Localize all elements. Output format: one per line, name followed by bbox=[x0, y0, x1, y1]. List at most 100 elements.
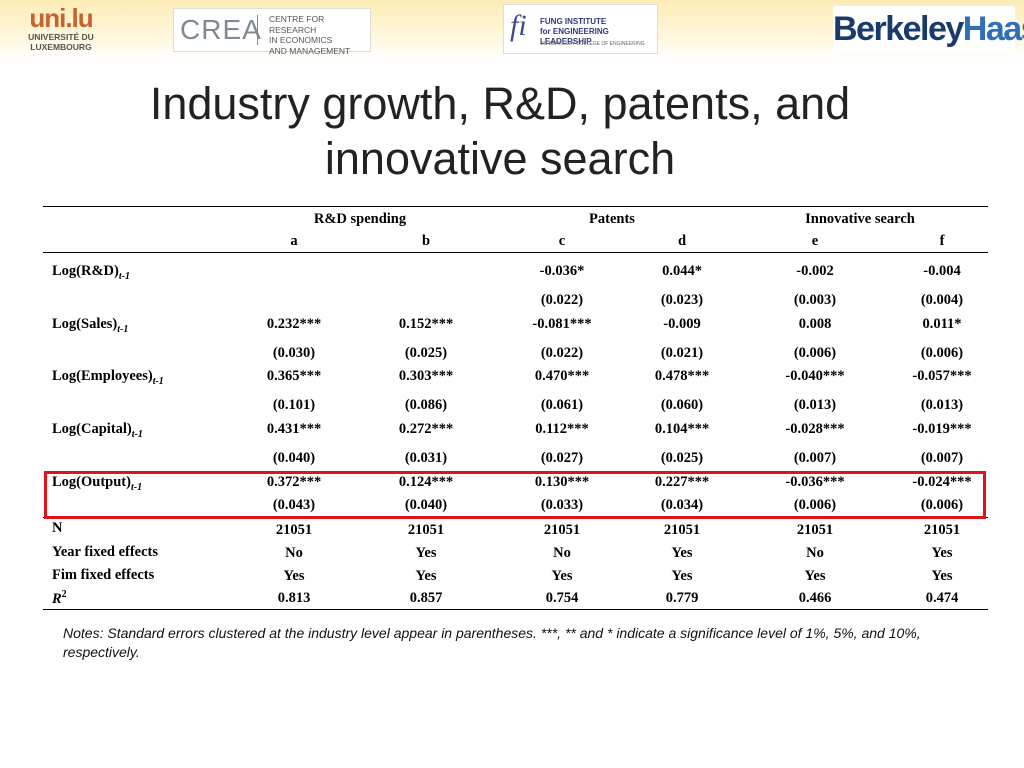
se-cell: (0.003) bbox=[793, 292, 837, 308]
page-title: Industry growth, R&D, patents, and innov… bbox=[0, 76, 1000, 186]
row-label-subscript: t-1 bbox=[130, 481, 143, 493]
crea-logo: CREA CENTRE FOR RESEARCH IN ECONOMICS AN… bbox=[173, 8, 371, 56]
se-cell: (0.006) bbox=[920, 497, 964, 513]
coef-cell: -0.002 bbox=[796, 263, 834, 279]
column-header: d bbox=[677, 233, 687, 249]
fung-subtitle: UC BERKELEY COLLEGE OF ENGINEERING bbox=[540, 41, 645, 47]
column-header: b bbox=[421, 233, 431, 249]
coef-cell: 0.431*** bbox=[266, 421, 322, 437]
stat-label: Fim fixed effects bbox=[52, 567, 154, 584]
crea-mark: CREA bbox=[180, 14, 262, 45]
coef-cell: 0.227*** bbox=[654, 474, 710, 490]
coef-cell: -0.040*** bbox=[785, 368, 845, 384]
row-label-subscript: t-1 bbox=[117, 323, 129, 335]
row-label-text: Log(Employees) bbox=[52, 368, 153, 384]
se-cell: (0.027) bbox=[540, 450, 584, 466]
se-cell: (0.004) bbox=[920, 292, 964, 308]
coef-cell: -0.009 bbox=[663, 316, 701, 332]
page-title-line-2: innovative search bbox=[324, 133, 676, 184]
stat-cell: 21051 bbox=[923, 522, 961, 538]
uni-lu-name-line-1: UNIVERSITÉ DU bbox=[28, 32, 94, 42]
row-label-text: Log(Output) bbox=[52, 474, 131, 490]
row-label-subscript: t-1 bbox=[118, 270, 130, 282]
stat-cell: Yes bbox=[931, 568, 953, 584]
row-label: Log(R&D)t-1 bbox=[52, 263, 130, 282]
fung-mark: fi bbox=[510, 9, 527, 42]
highlight-box bbox=[44, 471, 986, 519]
stat-label-text: N bbox=[52, 520, 63, 536]
se-cell: (0.013) bbox=[793, 397, 837, 413]
coef-cell: 0.152*** bbox=[398, 316, 454, 332]
se-cell: (0.061) bbox=[540, 397, 584, 413]
row-label-text: Log(R&D) bbox=[52, 263, 119, 279]
se-cell: (0.006) bbox=[793, 345, 837, 361]
haas-berkeley-word: Berkeley bbox=[833, 10, 964, 48]
stat-label: N bbox=[52, 520, 62, 537]
se-cell: (0.006) bbox=[920, 345, 964, 361]
stat-cell: No bbox=[285, 545, 303, 561]
stat-label-text: Fim fixed effects bbox=[52, 567, 155, 583]
table-top-rule bbox=[43, 206, 988, 207]
stat-cell: No bbox=[806, 545, 824, 561]
table-notes: Notes: Standard errors clustered at the … bbox=[63, 625, 921, 660]
stat-cell: 0.754 bbox=[545, 590, 579, 606]
se-cell: (0.060) bbox=[660, 397, 704, 413]
coef-cell: 0.478*** bbox=[654, 368, 710, 384]
stat-label-superscript: 2 bbox=[61, 589, 67, 600]
se-cell: (0.006) bbox=[793, 497, 837, 513]
stat-cell: Yes bbox=[671, 545, 693, 561]
coef-cell: 0.008 bbox=[798, 316, 832, 332]
crea-text: CENTRE FOR RESEARCH IN ECONOMICS AND MAN… bbox=[269, 14, 370, 56]
coef-cell: -0.028*** bbox=[785, 421, 845, 437]
se-cell: (0.101) bbox=[272, 397, 316, 413]
haas-haas-word: Haas bbox=[962, 10, 1024, 48]
stat-cell: 21051 bbox=[663, 522, 701, 538]
coef-cell: 0.104*** bbox=[654, 421, 710, 437]
se-cell: (0.013) bbox=[920, 397, 964, 413]
se-cell: (0.023) bbox=[660, 292, 704, 308]
stat-cell: No bbox=[553, 545, 571, 561]
stat-cell: 0.779 bbox=[665, 590, 699, 606]
se-cell: (0.040) bbox=[404, 497, 448, 513]
se-cell: (0.025) bbox=[404, 345, 448, 361]
coef-cell: -0.036* bbox=[539, 263, 585, 279]
se-cell: (0.007) bbox=[920, 450, 964, 466]
fung-name-line-1: FUNG INSTITUTE bbox=[540, 17, 607, 26]
uni-lu-logo: uni.lu UNIVERSITÉ DU LUXEMBOURG bbox=[22, 4, 100, 58]
se-cell: (0.030) bbox=[272, 345, 316, 361]
crea-text-line-1: CENTRE FOR RESEARCH bbox=[269, 14, 325, 35]
group-header: Innovative search bbox=[805, 211, 915, 227]
coef-cell: -0.081*** bbox=[532, 316, 592, 332]
row-label: Log(Output)t-1 bbox=[52, 474, 142, 493]
coef-cell: 0.130*** bbox=[534, 474, 590, 490]
row-label-subscript: t-1 bbox=[131, 428, 143, 440]
se-cell: (0.022) bbox=[540, 345, 584, 361]
row-label-subscript: t-1 bbox=[152, 375, 164, 387]
coef-cell: 0.372*** bbox=[266, 474, 322, 490]
stat-cell: Yes bbox=[415, 545, 437, 561]
stat-label: R2 bbox=[52, 589, 67, 608]
stat-cell: Yes bbox=[415, 568, 437, 584]
coef-cell: -0.036*** bbox=[785, 474, 845, 490]
column-header: a bbox=[290, 233, 298, 249]
se-cell: (0.021) bbox=[660, 345, 704, 361]
stat-cell: 21051 bbox=[796, 522, 834, 538]
stat-cell: 21051 bbox=[275, 522, 313, 538]
fung-name-line-2: for ENGINEERING LEADERSHIP bbox=[540, 27, 609, 46]
coef-cell: -0.004 bbox=[923, 263, 961, 279]
coef-cell: 0.044* bbox=[662, 263, 702, 279]
column-header: c bbox=[558, 233, 566, 249]
stat-cell: Yes bbox=[283, 568, 305, 584]
stat-cell: Yes bbox=[551, 568, 573, 584]
page-title-line-1: Industry growth, R&D, patents, and bbox=[149, 78, 851, 129]
stat-label-text: R bbox=[52, 590, 62, 607]
fung-institute-logo: fi FUNG INSTITUTE for ENGINEERING LEADER… bbox=[503, 4, 658, 54]
se-cell: (0.086) bbox=[404, 397, 448, 413]
row-label-text: Log(Capital) bbox=[52, 421, 132, 437]
stat-cell: 21051 bbox=[543, 522, 581, 538]
coef-cell: 0.232*** bbox=[266, 316, 322, 332]
stat-cell: 21051 bbox=[407, 522, 445, 538]
row-label: Log(Employees)t-1 bbox=[52, 368, 164, 387]
coef-cell: 0.303*** bbox=[398, 368, 454, 384]
